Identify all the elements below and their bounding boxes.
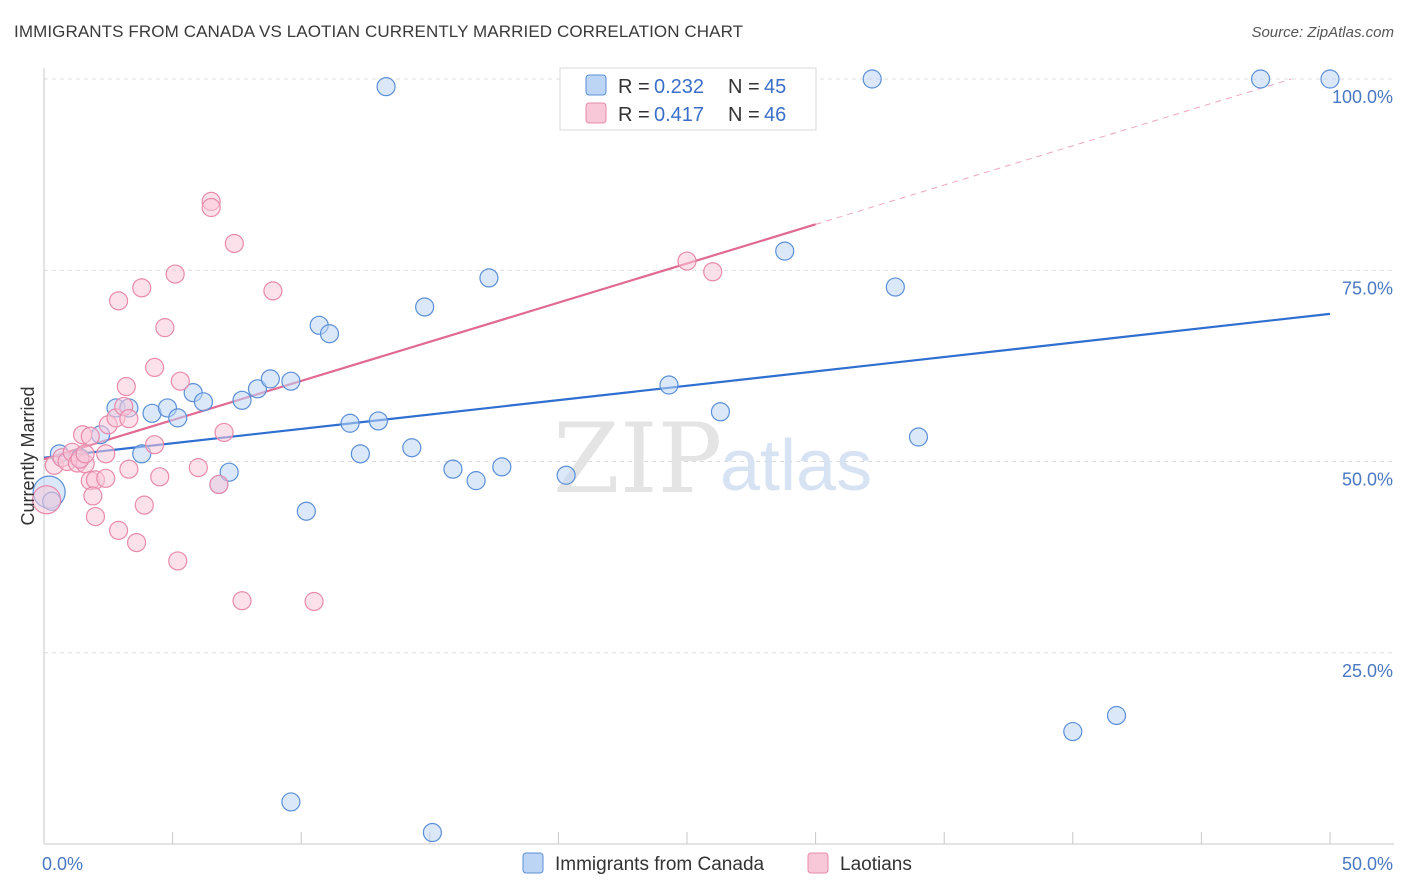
point-series0-14 [232,390,252,410]
point-series1-25 [132,278,152,298]
point-series0-21 [340,413,360,433]
legend-n-label-laotians: N = [728,104,760,126]
point-series1-37 [214,422,234,443]
legend-r-value-laotians: 0.417 [654,104,704,126]
legend-r-label-canada: R = [618,76,650,98]
legend-r-label-laotians: R = [618,104,650,126]
point-series1-14 [85,506,106,527]
point-series1-23 [119,459,139,479]
grid-lines [44,78,1394,654]
chart-title: IMMIGRANTS FROM CANADA VS LAOTIAN CURREN… [14,22,744,41]
trend-extension-series1 [815,78,1292,225]
point-series0-23 [368,411,388,431]
point-series1-29 [150,467,170,487]
point-series1-43 [703,262,723,282]
legend-swatch-laotians [585,102,607,124]
point-series1-45 [209,474,229,495]
point-series1-30 [155,318,175,338]
point-series0-39 [1106,705,1127,726]
watermark: ZIP atlas [553,403,872,515]
point-series0-22 [350,444,370,464]
y-axis-label: Currently Married [18,386,38,525]
point-series0-28 [466,471,486,491]
data-points [31,69,1340,843]
x-tick-label-50: 50.0% [1342,854,1393,874]
series-legend-swatch-canada [522,852,544,874]
point-series1-40 [263,281,283,301]
point-series1-21 [108,520,129,540]
point-series0-26 [415,297,435,317]
point-series0-42 [281,792,301,812]
axes [43,68,1394,845]
y-tick-label-50: 50.0% [1342,470,1393,490]
point-series1-34 [188,458,208,478]
point-series0-36 [885,277,905,297]
point-series0-32 [659,375,679,395]
point-series0-30 [492,457,512,477]
point-series1-26 [134,495,154,515]
point-series0-40 [1250,69,1271,89]
point-series0-38 [1063,721,1083,742]
point-series1-16 [96,444,116,464]
legend-n-label-canada: N = [728,76,760,98]
point-series0-33 [710,402,731,422]
point-series0-29 [479,268,499,288]
series-legend-label-laotians: Laotians [840,854,912,875]
point-series1-27 [144,357,165,378]
watermark-zip: ZIP [553,403,722,515]
legend-swatch-canada [585,74,607,96]
point-series0-27 [443,459,463,479]
legend: R = 0.232 N = 45 R = 0.417 N = 46 [559,67,817,131]
series-legend-label-canada: Immigrants from Canada [555,854,765,875]
point-series0-13 [219,462,239,482]
point-series1-11 [80,426,100,446]
point-series1-13 [83,486,103,506]
point-series0-20 [319,324,340,344]
point-series0-41 [1320,69,1340,89]
point-series1-8 [75,444,95,464]
x-tick-label-0: 0.0% [42,854,83,874]
point-series1-36 [201,197,221,218]
point-series1-41 [304,591,324,612]
legend-n-value-canada: 45 [764,76,786,98]
point-series1-38 [224,233,244,254]
point-series1-31 [165,264,185,284]
legend-n-value-laotians: 46 [764,104,786,126]
point-series1-28 [144,435,165,455]
point-series1-24 [126,532,147,553]
point-series1-32 [168,551,188,571]
point-series1-22 [108,291,129,311]
point-series1-33 [170,371,190,391]
point-series1-0 [31,485,62,515]
point-series1-15 [96,468,116,488]
chart-source: Source: ZipAtlas.com [1251,24,1394,41]
point-series0-31 [556,465,576,485]
point-series0-11 [193,392,214,412]
y-tick-label-25: 25.0% [1342,661,1393,681]
point-series1-42 [677,251,697,271]
point-series0-35 [862,69,882,89]
point-series0-15 [247,379,268,399]
point-series0-34 [775,241,795,261]
y-tick-label-100: 100.0% [1332,87,1393,107]
point-series0-43 [422,822,442,843]
point-series0-37 [908,427,929,447]
point-series0-25 [402,438,422,458]
point-series0-24 [376,77,396,97]
y-tick-labels: 25.0% 50.0% 75.0% 100.0% [1332,87,1393,681]
point-series1-44 [119,409,139,429]
trend-line-series0 [43,312,1331,459]
point-series0-17 [281,371,301,391]
legend-r-value-canada: 0.232 [654,76,704,98]
watermark-atlas: atlas [720,426,872,506]
series-legend: Immigrants from Canada Laotians [522,852,912,875]
series-legend-swatch-laotians [807,852,829,874]
point-series1-20 [116,376,136,397]
point-series0-16 [260,369,280,389]
point-series0-18 [296,501,316,521]
y-tick-label-75: 75.0% [1342,278,1393,298]
point-series1-39 [232,591,252,611]
point-series0-9 [168,408,188,428]
